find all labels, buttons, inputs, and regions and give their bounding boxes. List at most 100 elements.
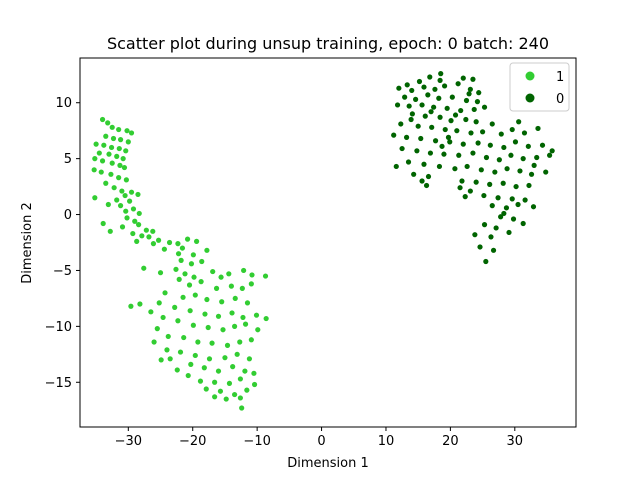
point-series-0-15 xyxy=(413,96,419,102)
point-series-0-74 xyxy=(452,166,458,172)
x-tick-label: −30 xyxy=(115,434,142,449)
point-series-1-58 xyxy=(175,241,181,247)
point-series-0-60 xyxy=(414,148,420,154)
point-series-0-71 xyxy=(405,159,412,165)
point-series-1-81 xyxy=(186,282,193,288)
point-series-1-150 xyxy=(158,357,164,363)
point-series-1-6 xyxy=(103,133,109,139)
point-series-1-13 xyxy=(116,145,122,152)
point-series-1-16 xyxy=(106,151,112,157)
point-series-0-85 xyxy=(459,178,465,184)
point-series-0-89 xyxy=(513,183,519,190)
y-axis: −15 −10 −5 0 5 10 xyxy=(45,96,80,391)
point-series-0-44 xyxy=(509,126,515,133)
point-series-1-65 xyxy=(204,247,210,253)
point-series-1-80 xyxy=(176,276,182,282)
point-series-1-45 xyxy=(100,220,106,227)
point-series-1-86 xyxy=(248,281,254,287)
point-series-1-40 xyxy=(130,206,137,212)
point-series-1-42 xyxy=(136,210,142,217)
point-series-0-97 xyxy=(462,194,468,200)
point-series-1-82 xyxy=(198,279,204,285)
point-series-0-117 xyxy=(516,119,522,125)
point-series-1-73 xyxy=(218,274,224,280)
point-series-1-104 xyxy=(148,309,154,315)
point-series-0-104 xyxy=(520,220,526,227)
point-series-1-87 xyxy=(162,290,168,296)
point-series-0-76 xyxy=(478,167,484,173)
point-series-1-139 xyxy=(226,380,233,386)
point-series-0-4 xyxy=(460,75,466,81)
point-series-1-72 xyxy=(210,268,216,275)
point-series-0-115 xyxy=(428,109,434,115)
legend-label-series-1: 1 xyxy=(556,70,564,85)
point-series-0-77 xyxy=(492,169,498,175)
point-series-0-83 xyxy=(411,171,417,177)
point-series-1-32 xyxy=(128,189,135,195)
point-series-1-127 xyxy=(234,351,240,357)
point-series-1-28 xyxy=(123,177,129,183)
point-series-1-128 xyxy=(246,356,253,362)
point-series-0-121 xyxy=(445,134,452,140)
point-series-1-76 xyxy=(249,272,255,278)
point-series-1-145 xyxy=(244,387,250,393)
point-series-1-56 xyxy=(150,241,157,247)
point-series-0-35 xyxy=(489,121,495,127)
point-series-0-8 xyxy=(421,84,427,90)
point-series-0-120 xyxy=(419,178,425,184)
point-series-1-15 xyxy=(96,150,102,156)
point-series-1-31 xyxy=(119,188,125,194)
point-series-0-38 xyxy=(429,124,435,130)
point-series-0-18 xyxy=(449,94,455,100)
point-series-0-61 xyxy=(427,150,434,156)
point-series-0-72 xyxy=(421,161,427,167)
point-series-0-80 xyxy=(528,171,535,177)
point-series-0-86 xyxy=(473,179,479,185)
point-series-1-61 xyxy=(179,245,186,251)
y-tick-label: −15 xyxy=(45,376,72,391)
point-series-1-92 xyxy=(232,295,238,302)
point-series-1-39 xyxy=(117,203,124,209)
point-series-0-106 xyxy=(493,225,499,231)
point-series-0-102 xyxy=(498,214,504,220)
point-series-1-1 xyxy=(105,120,111,126)
legend-marker-series-1 xyxy=(525,71,535,81)
point-series-1-134 xyxy=(242,368,248,374)
point-series-1-110 xyxy=(232,323,238,329)
point-series-0-63 xyxy=(456,152,462,158)
point-series-1-29 xyxy=(103,180,109,186)
point-series-1-85 xyxy=(239,285,245,291)
point-series-0-119 xyxy=(531,162,537,168)
point-series-1-151 xyxy=(174,367,180,373)
point-series-1-59 xyxy=(184,236,191,242)
point-series-1-26 xyxy=(108,171,114,177)
point-series-1-144 xyxy=(232,391,238,398)
point-series-0-103 xyxy=(510,216,517,222)
point-series-0-27 xyxy=(471,106,477,113)
point-series-0-12 xyxy=(467,86,473,92)
point-series-1-11 xyxy=(101,142,107,148)
point-series-1-19 xyxy=(92,156,98,162)
point-series-1-123 xyxy=(177,349,184,355)
point-series-0-99 xyxy=(503,205,510,211)
point-series-0-58 xyxy=(539,142,546,148)
point-series-0-47 xyxy=(391,132,397,138)
point-series-0-6 xyxy=(396,85,402,91)
point-series-0-124 xyxy=(439,143,445,149)
point-series-1-98 xyxy=(215,313,222,319)
point-series-1-44 xyxy=(132,218,138,224)
point-series-1-112 xyxy=(255,327,261,333)
point-series-1-108 xyxy=(205,324,211,331)
y-tick-label: 0 xyxy=(64,208,72,223)
point-series-1-88 xyxy=(180,294,186,300)
point-series-0-123 xyxy=(408,116,414,123)
point-series-0-59 xyxy=(399,145,405,152)
point-series-1-33 xyxy=(122,192,128,199)
point-series-1-0 xyxy=(99,116,106,123)
point-series-1-77 xyxy=(262,273,269,279)
chart-title: Scatter plot during unsup training, epoc… xyxy=(107,34,549,53)
point-series-1-75 xyxy=(241,267,247,274)
point-series-1-5 xyxy=(128,130,135,136)
point-series-1-137 xyxy=(197,378,204,384)
